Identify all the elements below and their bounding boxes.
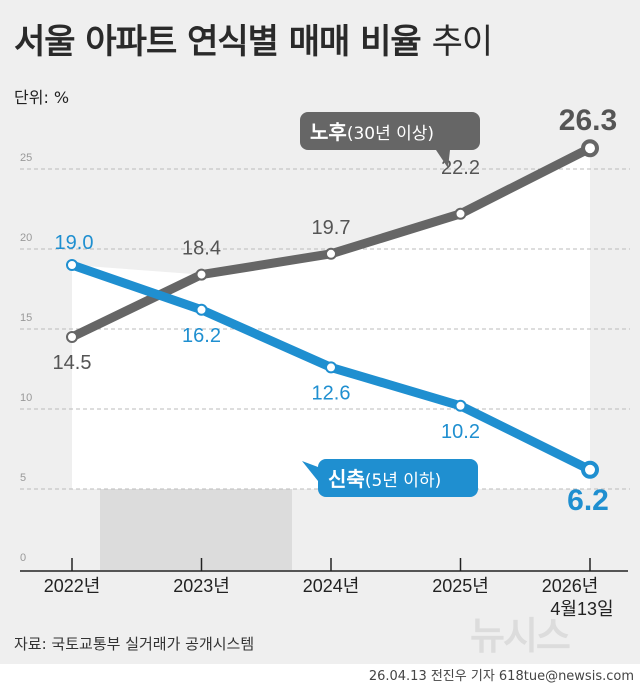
- legend-callout-0: [300, 112, 480, 150]
- data-label: 12.6: [312, 382, 351, 404]
- building-illustration: [232, 480, 292, 570]
- x-tick-label: 2025년: [432, 576, 489, 596]
- x-tick-sublabel: 4월13일: [550, 599, 613, 619]
- y-tick-label: 10: [20, 392, 32, 404]
- legend-sub: (30년 이상): [347, 124, 434, 144]
- x-tick-label: 2022년: [44, 576, 101, 596]
- legend-callout-1: [318, 459, 478, 497]
- y-tick-label: 15: [20, 312, 32, 324]
- x-tick-label: 2023년: [173, 576, 230, 596]
- data-label: 22.2: [441, 157, 480, 179]
- data-label: 10.2: [441, 421, 480, 443]
- page-title: 서울 아파트 연식별 매매 비율 추이: [14, 14, 494, 63]
- x-tick-label: 2024년: [303, 576, 360, 596]
- data-label: 6.2: [567, 484, 609, 517]
- legend-sub: (5년 이하): [365, 471, 441, 491]
- x-tick-label: 2026년: [542, 576, 599, 596]
- data-point: [195, 303, 208, 316]
- data-label: 16.2: [182, 325, 221, 347]
- data-label: 19.7: [312, 217, 351, 239]
- data-point: [325, 361, 337, 374]
- data-point: [454, 207, 467, 220]
- data-label: 26.3: [559, 104, 617, 137]
- data-point: [195, 268, 208, 281]
- legend-label-1: 신축(5년 이하): [328, 467, 441, 491]
- data-label: 14.5: [53, 352, 92, 374]
- unit-label: 단위: %: [14, 88, 70, 107]
- legend-label-0: 노후(30년 이상): [310, 120, 434, 144]
- title-suffix: 추이: [431, 22, 494, 62]
- title-main: 서울 아파트 연식별 매매 비율: [14, 22, 422, 62]
- y-tick-label: 0: [20, 552, 26, 564]
- data-label: 19.0: [55, 232, 94, 254]
- data-point: [66, 259, 78, 271]
- data-point: [325, 247, 337, 260]
- chart-area-fill: [72, 148, 590, 489]
- legend-name: 신축: [328, 467, 365, 491]
- legend-name: 노후: [310, 120, 347, 144]
- data-point: [581, 460, 599, 479]
- credit-line: 26.04.13 전진우 기자 618tue@newsis.com: [368, 669, 634, 684]
- legend-callout-pointer: [436, 150, 450, 168]
- source-note: 자료: 국토교통부 실거래가 공개시스템: [14, 635, 255, 653]
- data-point: [66, 331, 78, 343]
- data-point: [454, 399, 467, 412]
- data-point: [581, 139, 599, 158]
- newsis-logo-watermark: 뉴시스: [470, 614, 571, 658]
- legend-callout-pointer: [302, 461, 318, 481]
- y-tick-label: 5: [20, 472, 26, 484]
- y-tick-label: 25: [20, 152, 32, 164]
- y-tick-label: 20: [20, 232, 32, 244]
- data-label: 18.4: [182, 238, 221, 260]
